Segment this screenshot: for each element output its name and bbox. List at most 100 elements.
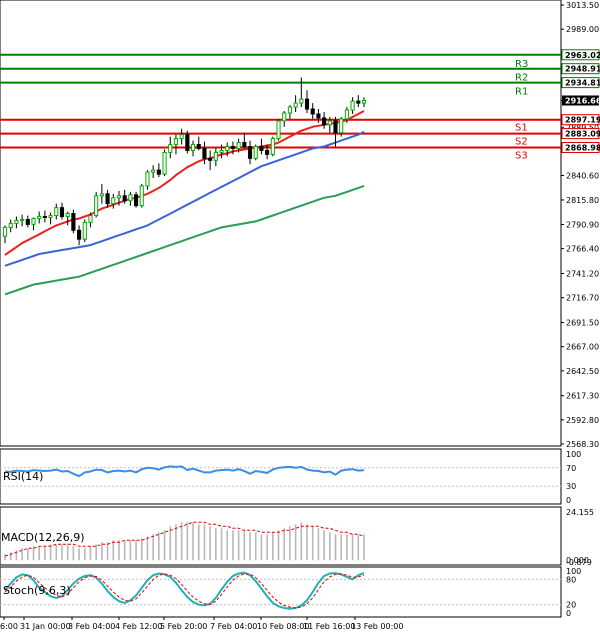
- candle-body: [133, 194, 139, 207]
- candle-body: [8, 222, 13, 228]
- stoch-tick-label: 20: [566, 601, 576, 610]
- candle-body: [356, 100, 361, 104]
- candle-body: [20, 218, 25, 221]
- pivot-price-text: 2883.09: [565, 130, 600, 139]
- y-tick-label: 2840.60: [566, 171, 599, 180]
- rsi-tick-label: 0: [566, 496, 571, 505]
- macd-tick-label: -0.879: [566, 558, 592, 567]
- candle-body: [139, 185, 144, 207]
- candle-body: [327, 120, 332, 126]
- candle-body: [145, 171, 150, 187]
- candle-body: [361, 99, 367, 104]
- macd-label: MACD(12,26,9): [1, 531, 85, 544]
- candle-body: [259, 146, 264, 151]
- macd-panel: 24.155 0.000-0.879 MACD(12,26,9): [0, 506, 594, 567]
- stoch-label: Stoch(9,6,3): [3, 584, 71, 597]
- stoch-d-line: [4, 573, 365, 609]
- candle-body: [116, 195, 122, 199]
- pivot-label-r3: R3: [515, 59, 528, 70]
- macd-signal-line: [4, 521, 365, 557]
- candle-body: [190, 144, 196, 151]
- candle-body: [37, 216, 42, 219]
- pivot-price-badge: [561, 128, 600, 140]
- rsi-frame: [0, 448, 562, 505]
- candle-body: [276, 120, 281, 140]
- candle-body: [2, 226, 8, 237]
- x-axis: 6:00 31 Jan 00:003 Feb 04:00 4 Feb 12:005 …: [0, 617, 403, 631]
- rsi-line: [4, 465, 365, 478]
- y-tick-label: 2592.80: [566, 416, 599, 425]
- candle-body: [31, 217, 36, 225]
- candle-body: [242, 142, 247, 148]
- pivot-label-s2: S2: [515, 137, 528, 148]
- candle-body: [65, 213, 70, 218]
- candle-body: [287, 106, 292, 114]
- candle-body: [14, 219, 19, 224]
- ma-green-line: [4, 184, 365, 296]
- pivot-price-badge: [561, 49, 600, 61]
- pivot-price-text: 2868.98: [565, 144, 600, 153]
- candle-body: [173, 138, 179, 146]
- pivot-price-text: 2963.02: [565, 51, 600, 60]
- x-tick-label: 11 Feb 16:00: [303, 622, 355, 631]
- pivot-price-badge: [561, 114, 600, 126]
- candle-body: [310, 108, 315, 115]
- y-tick-label: 2617.30: [566, 392, 599, 401]
- candle-body: [42, 216, 47, 219]
- candle-body: [99, 193, 104, 197]
- stoch-tick-label: 100: [566, 567, 581, 576]
- candle-body: [105, 193, 110, 205]
- macd-tick-label: 0.000: [566, 556, 589, 565]
- candle-body: [322, 117, 327, 126]
- x-tick-label: 5 Feb 20:00: [160, 622, 207, 631]
- stoch-frame: [0, 566, 562, 618]
- x-tick-label: 6:00: [0, 622, 18, 631]
- candle-body: [282, 112, 287, 122]
- y-tick-label: 2568.30: [566, 440, 599, 449]
- y-tick-label: 2691.50: [566, 319, 599, 328]
- x-tick-label: 4 Feb 12:00: [115, 622, 162, 631]
- y-tick-label: 2766.40: [566, 245, 599, 254]
- candle-body: [219, 149, 224, 153]
- candle-body: [88, 215, 93, 223]
- candle-body: [316, 113, 321, 119]
- candle-body: [208, 157, 213, 161]
- candle-body: [162, 151, 167, 175]
- candle-body: [202, 147, 207, 159]
- candle-body: [48, 215, 53, 218]
- y-tick-label: 2741.20: [566, 270, 599, 279]
- ma-blue-line: [4, 130, 365, 267]
- y-tick-label: 3013.50: [566, 1, 599, 10]
- candle-body: [122, 195, 127, 202]
- candle-body: [253, 146, 258, 159]
- x-tick-label: 10 Feb 08:00: [257, 622, 309, 631]
- candle-body: [59, 207, 65, 218]
- pivot-price-text: 2948.91: [565, 65, 600, 74]
- candle-body: [265, 149, 270, 155]
- y-tick-label: 2642.50: [566, 367, 599, 376]
- candle-body: [270, 138, 275, 155]
- candle-body: [299, 98, 304, 104]
- pivot-label-r1: R1: [515, 87, 528, 98]
- candle-body: [304, 98, 310, 110]
- candle-body: [344, 109, 349, 120]
- candle-body: [54, 207, 59, 217]
- candle-body: [350, 100, 355, 111]
- x-tick-label: 3 Feb 04:00: [68, 622, 115, 631]
- rsi-tick-label: 100: [566, 450, 581, 459]
- stoch-tick-label: 0: [566, 609, 571, 618]
- y-tick-label: 2790.90: [566, 221, 599, 230]
- candle-body: [168, 144, 173, 153]
- candle-body: [94, 195, 99, 217]
- stoch-tick-label: 80: [566, 575, 576, 584]
- main-panel: 3013.50 2989.00 2963.02 2948.91 2934.81 2916.…: [0, 0, 600, 449]
- rsi-label: RSI(14): [3, 470, 43, 483]
- x-tick-label: 13 Feb 00:00: [351, 622, 403, 631]
- candle-body: [230, 146, 236, 149]
- macd-frame: [0, 506, 562, 566]
- x-tick-label: 31 Jan 00:00: [20, 622, 71, 631]
- rsi-tick-label: 30: [566, 482, 576, 491]
- candle-body: [247, 146, 253, 159]
- pivot-label-r2: R2: [515, 73, 528, 84]
- pivot-price-badge: [561, 63, 600, 75]
